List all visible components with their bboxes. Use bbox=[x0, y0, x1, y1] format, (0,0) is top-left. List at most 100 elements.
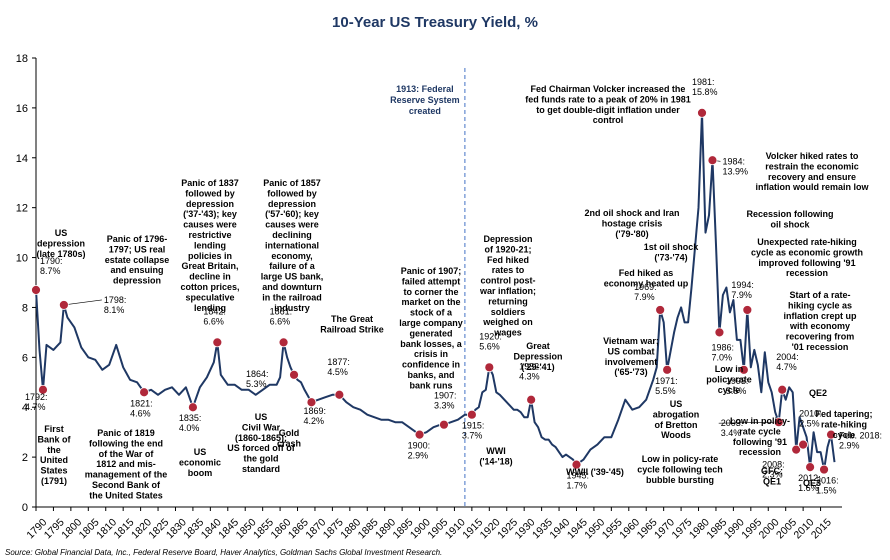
annotation-line: fed funds rate to a peak of 20% in 1981 bbox=[525, 94, 691, 104]
annotation-line: US bbox=[670, 399, 683, 409]
annotation-line: causes were bbox=[183, 220, 237, 230]
data-point-marker bbox=[714, 327, 725, 338]
annotation-line: restrain the economic bbox=[765, 161, 859, 171]
annotation-line: oil shock bbox=[770, 219, 810, 229]
data-point-value-label: 5.6% bbox=[479, 341, 500, 351]
annotation-line: decline in bbox=[189, 272, 231, 282]
annotation-line: policy-rate bbox=[706, 374, 752, 384]
annotation-line: ('29-'41) bbox=[521, 362, 554, 372]
data-point-marker bbox=[526, 394, 537, 405]
annotation-line: cycle bbox=[718, 385, 741, 395]
annotation-line: abrogation bbox=[653, 409, 700, 419]
annotation-line: stock of a bbox=[410, 308, 453, 318]
annotation-line: QE1 bbox=[763, 476, 781, 486]
annotation-line: QE2 bbox=[809, 388, 827, 398]
annotation-line: (1860-1865); bbox=[235, 433, 287, 443]
annotation-line: GFC; bbox=[761, 466, 783, 476]
annotation-line: boom bbox=[188, 468, 213, 478]
data-point-value-label: 4.3% bbox=[519, 372, 540, 382]
x-tick-label: 2015 bbox=[809, 516, 834, 541]
annotation-line: rates to bbox=[492, 265, 525, 275]
annotation-line: failed attempt bbox=[402, 276, 461, 286]
annotation-line: Low in policy-rate bbox=[642, 454, 719, 464]
data-point-value-label: 5.5% bbox=[726, 386, 747, 396]
annotation-line: recession bbox=[786, 268, 828, 278]
annotation-line: United bbox=[40, 455, 68, 465]
data-point-value-label: 2.9% bbox=[408, 451, 429, 461]
data-point-year-label: 1945: bbox=[566, 471, 589, 481]
data-point-year-label: 2003: bbox=[721, 418, 744, 428]
data-point-marker bbox=[662, 364, 673, 375]
annotation-line: standard bbox=[242, 464, 280, 474]
data-point-year-label: 1920: bbox=[479, 331, 502, 341]
annotation-line: Panic of 1907; bbox=[401, 266, 462, 276]
annotation-line: First bbox=[44, 424, 64, 434]
annotation-line: soldiers bbox=[491, 307, 526, 317]
annotation-vietnam: Vietnam war;US combatinvolvement('65-'73… bbox=[603, 336, 659, 377]
annotation-line: Depression bbox=[513, 351, 562, 361]
annotation-line: Fed Chairman Volcker increased the bbox=[531, 84, 686, 94]
annotation-line: bubble bursting bbox=[646, 475, 714, 485]
annotation-line: economy, bbox=[271, 251, 312, 261]
annotation-line: and ensuing bbox=[110, 265, 163, 275]
data-point-marker bbox=[188, 402, 198, 413]
data-point-year-label: 1842: bbox=[203, 306, 226, 316]
fed-reserve-label: created bbox=[409, 106, 441, 116]
annotation-line: WWII ('39-'45) bbox=[566, 467, 624, 477]
annotation-line: management of the bbox=[85, 470, 168, 480]
data-point-marker bbox=[826, 429, 836, 440]
annotation-line: depression bbox=[268, 199, 316, 209]
annotation-line: Panic of 1837 bbox=[181, 178, 239, 188]
annotation-line: depression bbox=[37, 238, 85, 248]
annotation-wwi: WWI('14-'18) bbox=[479, 446, 512, 466]
annotation-line: cotton prices, bbox=[180, 282, 239, 292]
annotation-line: following '91 bbox=[733, 437, 787, 447]
data-point-marker bbox=[58, 300, 69, 310]
data-point-marker bbox=[798, 439, 809, 450]
data-point-year-label: 1861: bbox=[270, 306, 293, 316]
annotation-line: Gold bbox=[279, 428, 300, 438]
data-point-marker bbox=[289, 369, 299, 380]
annotation-line: 2nd oil shock and Iran bbox=[584, 208, 679, 218]
annotation-gfc: GFC;QE1 bbox=[761, 466, 783, 486]
annotation-line: recovery and ensure bbox=[768, 172, 856, 182]
annotation-line: ('57-'60); key bbox=[265, 209, 319, 219]
data-point-value-label: 2.3% bbox=[762, 470, 783, 480]
data-point-marker bbox=[334, 389, 345, 400]
annotation-line: lending bbox=[194, 240, 226, 250]
annotation-line: (late 1780s) bbox=[36, 249, 85, 259]
annotation-line: confidence in bbox=[402, 360, 460, 370]
annotation-line: Fed hiked bbox=[487, 255, 529, 265]
data-point-value-label: 3.4% bbox=[721, 428, 742, 438]
annotation-line: declining bbox=[272, 230, 312, 240]
data-point-year-label: 2016: bbox=[816, 476, 839, 486]
annotation-line: 1797; US real bbox=[109, 244, 166, 254]
annotation-line: Vietnam war; bbox=[603, 336, 659, 346]
annotation-line: Fed tapering; bbox=[815, 409, 872, 419]
annotation-line: hostage crisis bbox=[602, 218, 663, 228]
annotation-line: US bbox=[55, 228, 68, 238]
annotation-line: weighed on bbox=[482, 317, 533, 327]
data-point-marker bbox=[139, 387, 149, 398]
annotation-line: economic bbox=[179, 457, 221, 467]
annotation-line: following the end bbox=[89, 438, 163, 448]
data-point-value-label: 3.3% bbox=[434, 401, 455, 411]
annotation-line: Volcker hiked rates to bbox=[766, 151, 859, 161]
annotation-line: to corner the bbox=[403, 287, 458, 297]
data-point-value-label: 7.0% bbox=[711, 352, 732, 362]
annotation-line: Civil War bbox=[242, 422, 281, 432]
data-point-marker bbox=[306, 397, 317, 408]
data-point-year-label: 1792: bbox=[25, 392, 48, 402]
annotation-line: restrictive bbox=[188, 230, 231, 240]
annotation-line: Woods bbox=[661, 430, 691, 440]
